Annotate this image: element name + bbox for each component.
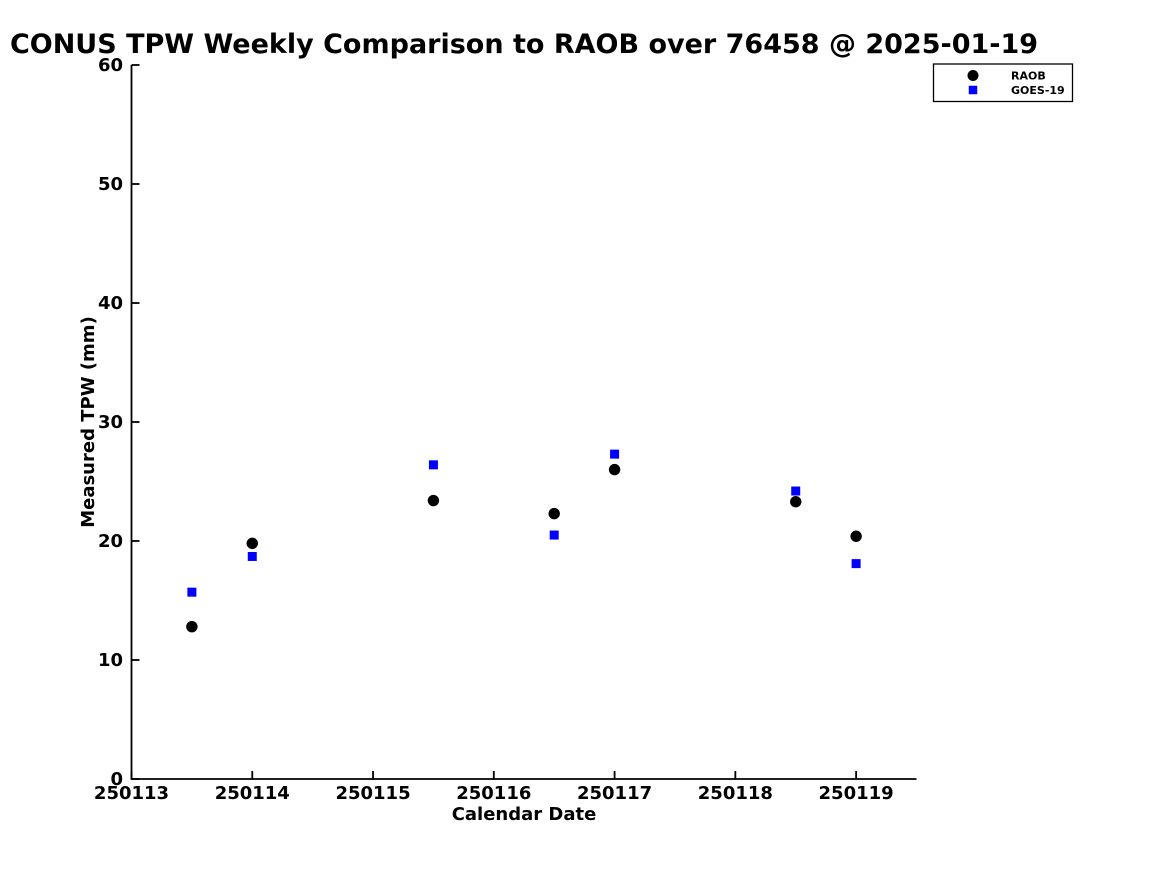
x-tick-label: 250119 — [819, 783, 894, 804]
legend-box — [932, 63, 1074, 103]
y-tick-label: 30 — [98, 412, 123, 433]
raob-marker — [548, 507, 560, 520]
goes-19-marker — [187, 587, 197, 597]
chart-title: CONUS TPW Weekly Comparison to RAOB over… — [10, 29, 1038, 60]
x-tick-label: 250118 — [698, 783, 773, 804]
y-tick-label: 40 — [98, 293, 123, 314]
x-tick-label: 250114 — [215, 783, 290, 804]
raob-marker — [186, 620, 198, 633]
legend-label: RAOB — [1011, 70, 1046, 83]
x-axis-label: Calendar Date — [452, 804, 597, 825]
goes-19-marker — [610, 449, 620, 459]
goes-19-marker — [247, 551, 257, 561]
raob-marker — [850, 530, 862, 542]
goes-19-marker — [851, 559, 861, 569]
axes: 250113 250114 250115 250116 250117 250118 2501… — [94, 55, 917, 804]
raob-marker — [790, 496, 802, 508]
legend-label: GOES-19 — [1011, 84, 1065, 97]
legend-raob-marker — [967, 70, 979, 81]
x-tick-label: 250116 — [456, 783, 531, 804]
y-tick-label: 0 — [110, 769, 123, 790]
x-tick-label: 250113 — [94, 783, 169, 804]
goes-19-marker — [791, 486, 801, 496]
raob-marker — [427, 494, 440, 507]
x-tick-label: 250117 — [577, 783, 652, 804]
goes-19-marker — [549, 530, 559, 540]
y-tick-label: 50 — [98, 174, 123, 195]
x-tick-label: 250115 — [335, 783, 410, 804]
y-tick-label: 10 — [98, 650, 123, 671]
y-tick-label: 60 — [98, 55, 123, 76]
goes-19-marker — [428, 460, 438, 470]
y-axis-label: Measured TPW (mm) — [78, 316, 99, 528]
raob-marker — [608, 463, 621, 476]
data-points — [186, 449, 862, 633]
legend-goes-19-marker — [968, 85, 978, 95]
y-tick-label: 20 — [98, 531, 123, 552]
raob-marker — [246, 537, 258, 550]
